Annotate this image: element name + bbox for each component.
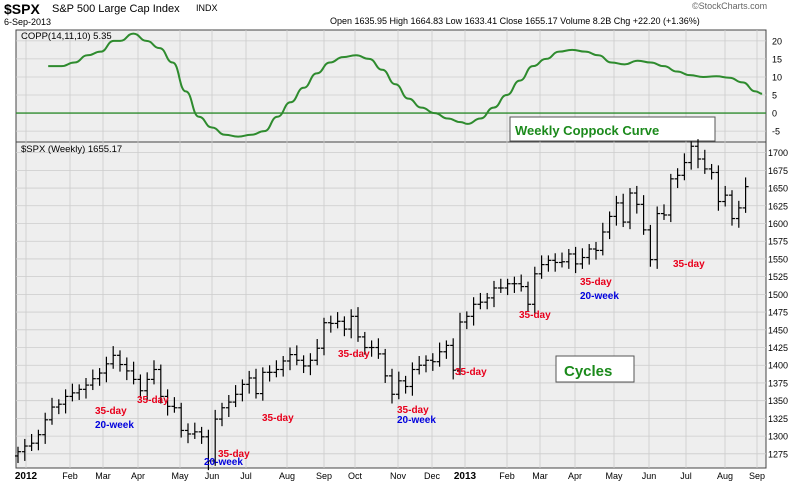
price-tick-label: 1350 [768,396,788,406]
price-tick-label: 1675 [768,166,788,176]
price-tick-label: 1575 [768,237,788,247]
date: 6-Sep-2013 [4,17,52,27]
price-tick-label: 1450 [768,325,788,335]
price-tick-label: 1475 [768,308,788,318]
cycle-label-35-day: 35-day [262,413,294,424]
coppock-line [48,32,763,138]
coppock-title-text: Weekly Coppock Curve [515,123,659,138]
price-tick-label: 1650 [768,184,788,194]
cycle-label-35-day: 35-day [397,405,429,416]
x-tick-label: May [605,471,623,481]
cycle-label-35-day: 35-day [95,406,127,417]
cycle-label-20-week: 20-week [580,291,619,302]
cycle-label-35-day: 35-day [455,367,487,378]
x-tick-label: Jul [680,471,692,481]
cycle-label-35-day: 35-day [673,259,705,270]
coppock-tick-label: 10 [772,72,782,82]
x-tick-label: 2012 [15,471,38,482]
cycle-label-20-week: 20-week [204,457,243,468]
price-indicator-label: $SPX (Weekly) 1655.17 [21,144,122,155]
price-tick-label: 1525 [768,272,788,282]
cycle-label-35-day: 35-day [580,277,612,288]
cycle-label-20-week: 20-week [95,420,134,431]
x-tick-label: Feb [499,471,515,481]
ohlc-bars [15,139,749,471]
coppock-tick-label: -5 [772,127,780,137]
price-tick-label: 1300 [768,432,788,442]
symbol: $SPX [4,1,40,17]
coppock-tick-label: 20 [772,36,782,46]
price-tick-label: 1275 [768,449,788,459]
x-tick-label: Dec [424,471,441,481]
index-name: S&P 500 Large Cap Index [52,3,180,15]
x-tick-label: Sep [749,471,765,481]
cycle-label-35-day: 35-day [338,349,370,360]
price-tick-label: 1550 [768,254,788,264]
coppock-tick-label: 5 [772,91,777,101]
coppock-tick-label: 15 [772,54,782,64]
cycle-label-20-week: 20-week [397,415,436,426]
cycle-label-35-day: 35-day [218,449,250,460]
x-tick-label: Nov [390,471,407,481]
coppock-title-box [509,116,716,142]
x-tick-label: May [171,471,189,481]
x-tick-label: Aug [717,471,733,481]
price-tick-label: 1425 [768,343,788,353]
x-tick-label: Apr [568,471,582,481]
coppock-indicator-label: COPP(14,11,10) 5.35 [21,31,112,42]
x-tick-label: Aug [279,471,295,481]
x-tick-label: Mar [95,471,111,481]
brand: ©StockCharts.com [692,1,768,11]
x-tick-label: Oct [348,471,363,481]
coppock-tick-label: 0 [772,109,777,119]
x-tick-label: Feb [62,471,78,481]
price-tick-label: 1500 [768,290,788,300]
x-tick-label: Apr [131,471,145,481]
x-tick-label: Jun [642,471,657,481]
price-tick-label: 1700 [768,148,788,158]
exchange: INDX [196,3,218,13]
cycle-label-35-day: 35-day [519,310,551,321]
cycle-label-35-day: 35-day [137,395,169,406]
x-tick-label: Mar [532,471,548,481]
price-tick-label: 1400 [768,361,788,371]
price-tick-label: 1375 [768,378,788,388]
ohlc-summary: Open 1635.95 High 1664.83 Low 1633.41 Cl… [330,16,700,26]
cycles-box [555,355,635,383]
x-tick-label: Jul [240,471,252,481]
price-panel [15,141,767,469]
price-tick-label: 1325 [768,414,788,424]
x-tick-label: Jun [205,471,220,481]
x-tick-label: 2013 [454,471,477,482]
x-tick-label: Sep [316,471,332,481]
price-tick-label: 1625 [768,201,788,211]
price-tick-label: 1600 [768,219,788,229]
cycles-box-text: Cycles [564,363,612,380]
